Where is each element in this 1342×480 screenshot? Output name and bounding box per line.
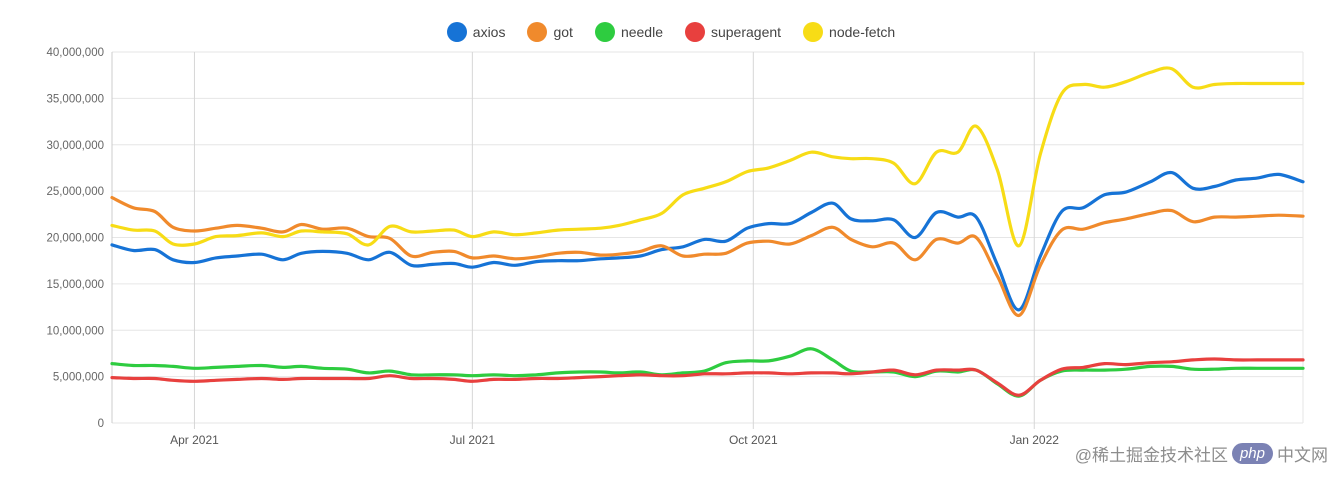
y-tick-label: 35,000,000 bbox=[46, 93, 104, 105]
x-axis: Apr 2021 Jul 2021 Oct 2021 Jan 2022 bbox=[170, 433, 1059, 447]
watermark-handle: @稀土掘金技术社区 bbox=[1074, 446, 1228, 465]
y-axis: 0 5,000,000 10,000,000 15,000,000 20,000,000… bbox=[46, 47, 104, 430]
series-line-node-fetch bbox=[110, 66, 1305, 248]
legend-item-got[interactable]: got bbox=[527, 22, 573, 42]
y-tick-label: 0 bbox=[98, 418, 104, 430]
legend-label: needle bbox=[620, 24, 663, 40]
legend-label: got bbox=[553, 24, 573, 40]
y-tick-label: 10,000,000 bbox=[46, 325, 104, 337]
legend-label: axios bbox=[472, 24, 506, 40]
legend-label: superagent bbox=[710, 24, 782, 40]
legend-item-needle[interactable]: needle bbox=[594, 22, 663, 42]
watermark-suffix: 中文网 bbox=[1277, 446, 1328, 465]
legend-item-superagent[interactable]: superagent bbox=[684, 22, 782, 42]
series-line-superagent bbox=[110, 357, 1305, 397]
legend-dot-icon bbox=[803, 22, 824, 42]
series-lines bbox=[110, 66, 1305, 398]
x-tick-label: Oct 2021 bbox=[729, 433, 778, 447]
x-tick-label: Jul 2021 bbox=[450, 433, 496, 447]
y-tick-label: 15,000,000 bbox=[46, 279, 104, 291]
legend-dot-icon bbox=[446, 22, 467, 42]
series-line-got bbox=[110, 196, 1305, 317]
legend: axios got needle superagent node-fetch bbox=[0, 22, 1342, 42]
legend-dot-icon bbox=[684, 22, 705, 42]
legend-item-node-fetch[interactable]: node-fetch bbox=[803, 22, 895, 42]
x-tick-label: Jan 2022 bbox=[1010, 433, 1060, 447]
legend-item-axios[interactable]: axios bbox=[446, 22, 506, 42]
series-line-axios bbox=[110, 170, 1305, 312]
y-tick-label: 25,000,000 bbox=[46, 186, 104, 198]
watermark-badge: php bbox=[1231, 443, 1273, 464]
y-tick-label: 20,000,000 bbox=[46, 233, 104, 245]
y-tick-label: 30,000,000 bbox=[46, 140, 104, 152]
watermark: @稀土掘金技术社区 php 中文网 bbox=[1075, 441, 1328, 466]
legend-dot-icon bbox=[527, 22, 548, 42]
y-tick-label: 40,000,000 bbox=[46, 47, 104, 59]
y-tick-label: 5,000,000 bbox=[53, 372, 104, 384]
series-line-needle bbox=[110, 347, 1305, 398]
legend-dot-icon bbox=[594, 22, 615, 42]
legend-label: node-fetch bbox=[829, 24, 896, 40]
x-tick-label: Apr 2021 bbox=[170, 433, 219, 447]
